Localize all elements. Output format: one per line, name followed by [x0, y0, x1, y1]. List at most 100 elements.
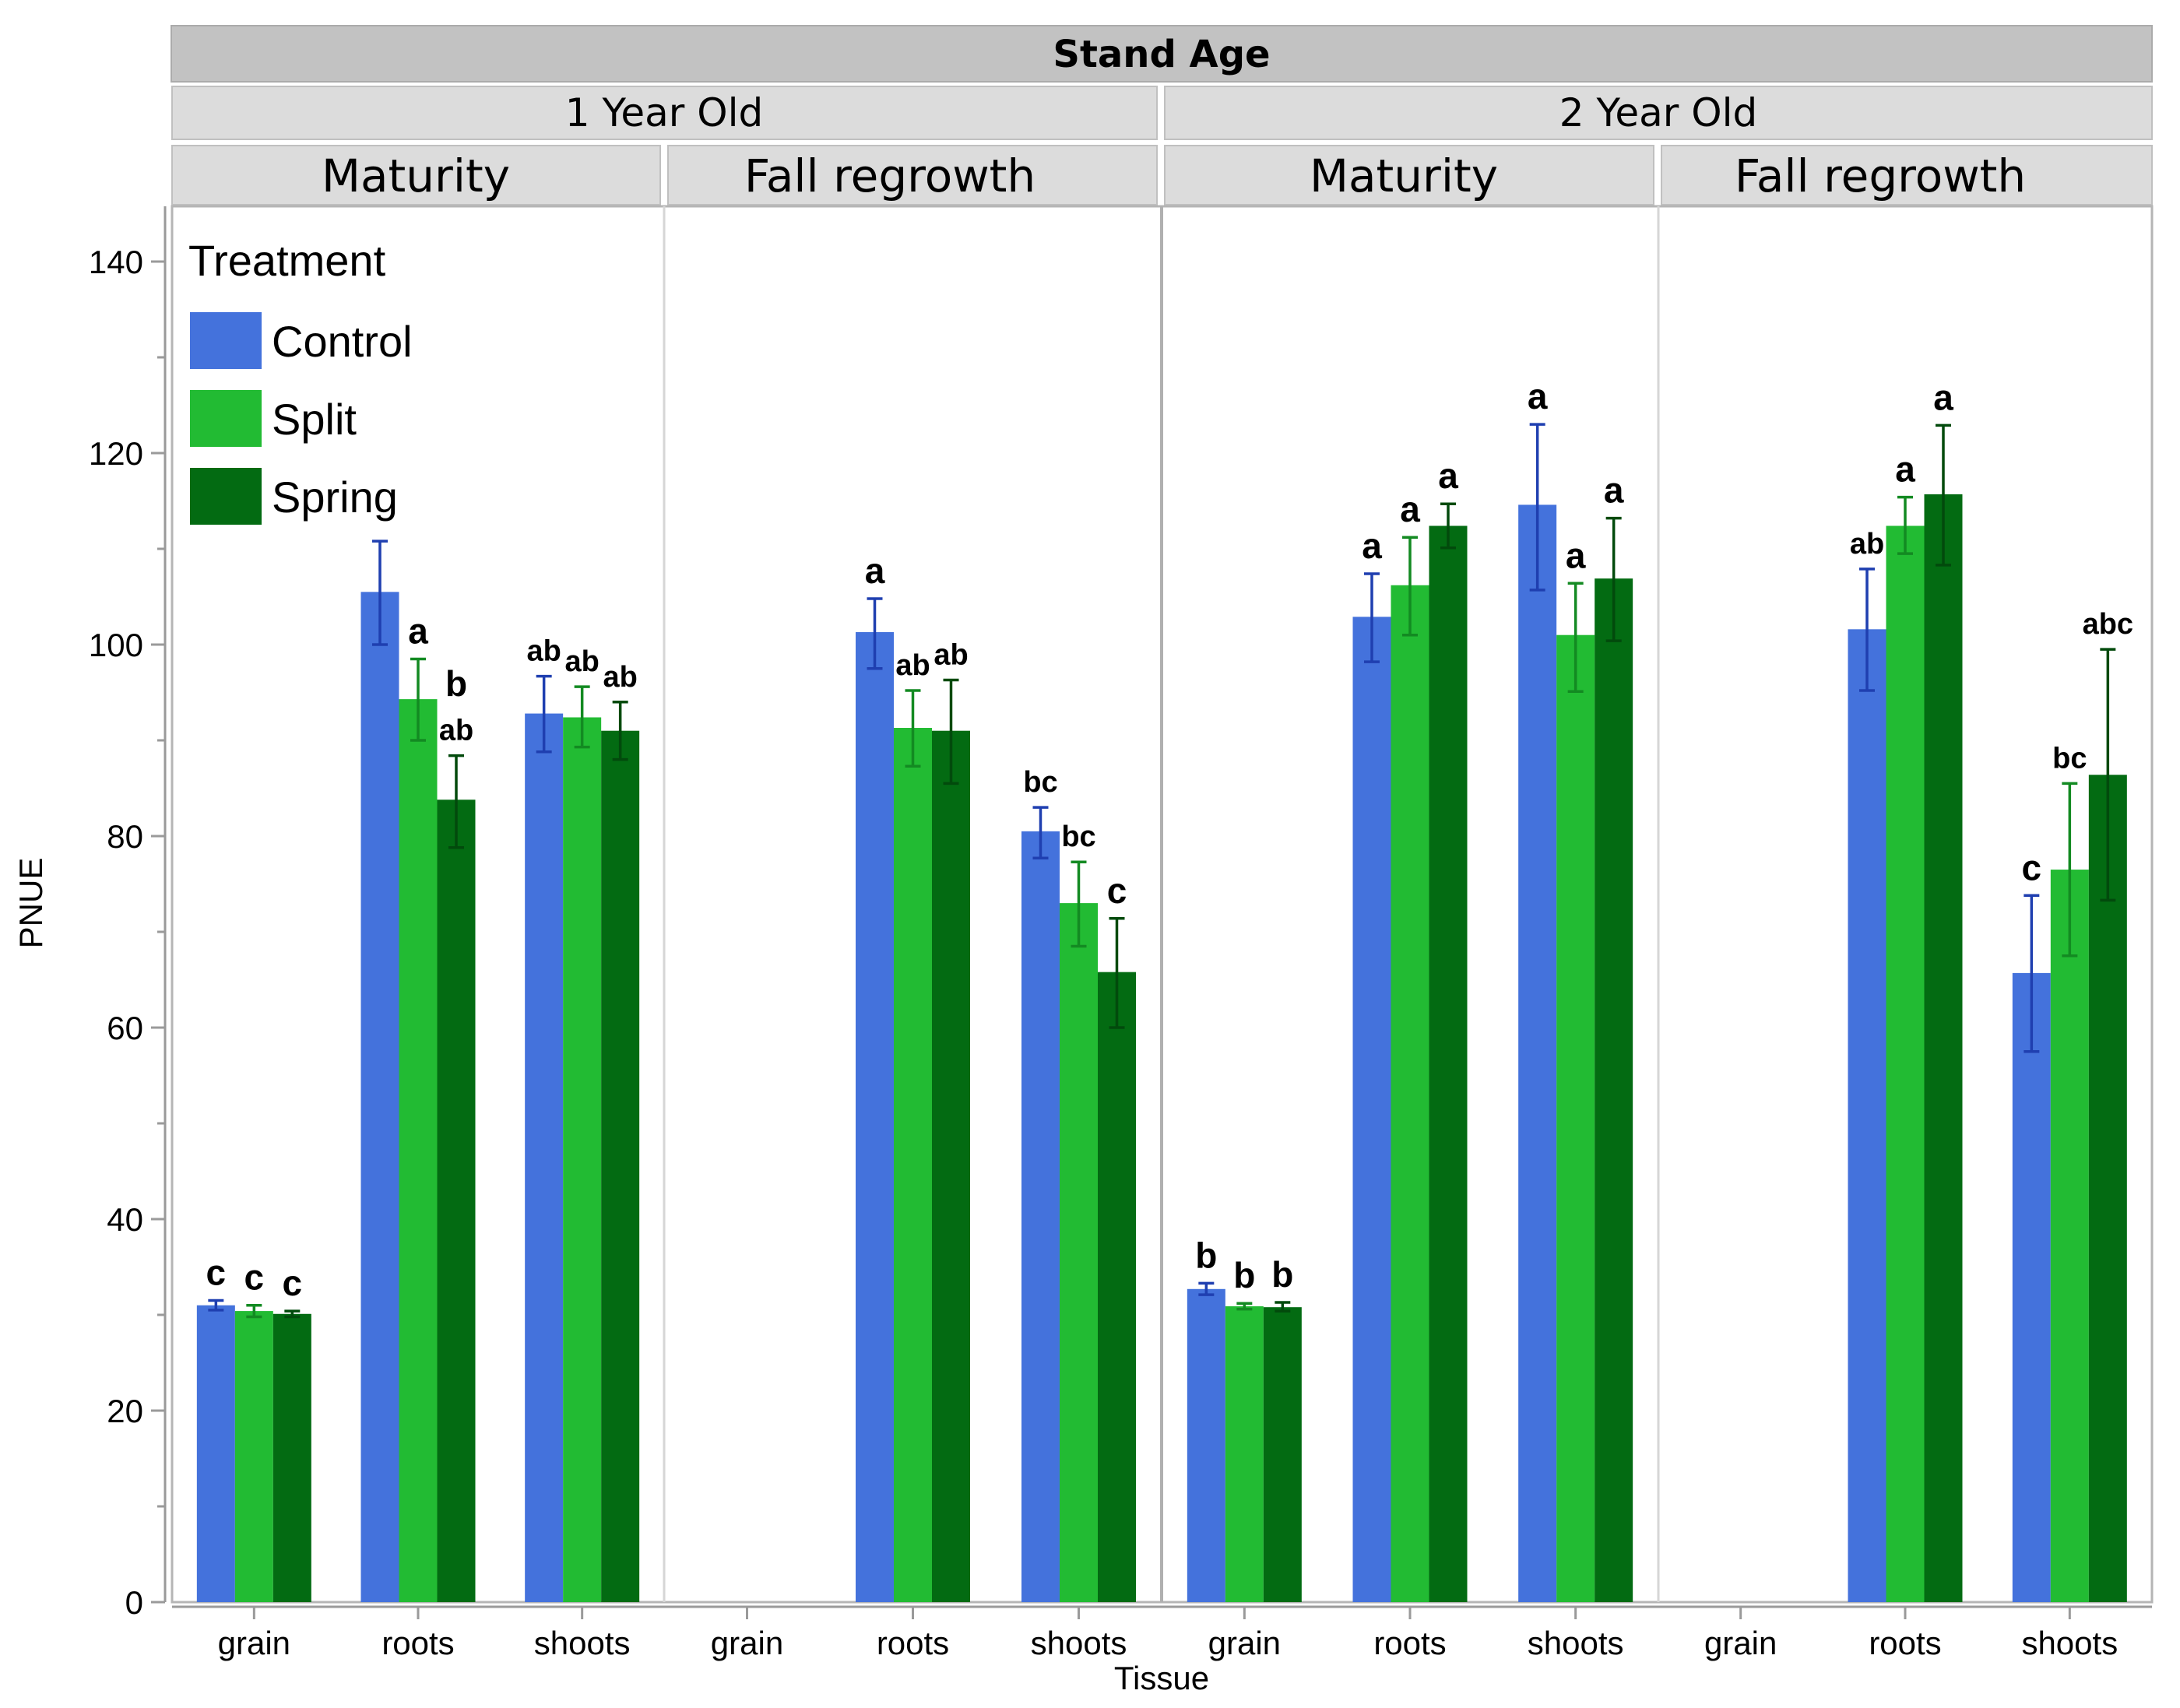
x-axis: grain roots shoots grain roots shoots grain roo…: [172, 1605, 2152, 1661]
significance-letter: c: [2022, 847, 2042, 887]
bar: [856, 632, 894, 1602]
bar: [437, 800, 476, 1602]
bar: [1556, 634, 1595, 1603]
bar: [196, 1305, 235, 1602]
bar: [2050, 870, 2089, 1602]
bar: [2088, 775, 2127, 1602]
bar: [1263, 1307, 1302, 1602]
legend-title: Treatment: [188, 236, 386, 285]
x-tick-label: grain: [1208, 1625, 1281, 1661]
significance-letter: a: [1528, 376, 1548, 416]
bar: [1098, 972, 1136, 1602]
bar: [1187, 1288, 1225, 1602]
bar: [1595, 578, 1633, 1602]
significance-letter: c: [1107, 870, 1127, 911]
stage-header-1-label: Maturity: [322, 149, 510, 202]
significance-letter: a: [1604, 470, 1624, 511]
bar: [234, 1311, 273, 1602]
bar: [894, 728, 932, 1602]
significance-letter: ab: [526, 635, 561, 668]
x-tick-label: shoots: [2021, 1625, 2118, 1661]
significance-letter: c: [283, 1263, 303, 1303]
significance-letter: b: [1233, 1255, 1255, 1295]
significance-letter: ab: [934, 639, 968, 672]
bar: [525, 713, 564, 1602]
significance-letter: ab: [603, 661, 637, 694]
significance-letter: a: [1400, 489, 1420, 529]
legend-label-split: Split: [272, 395, 357, 444]
significance-letter: ab: [439, 715, 473, 747]
significance-letter: ab: [895, 649, 930, 682]
bar: [563, 717, 602, 1602]
y-tick-label: 20: [107, 1393, 143, 1429]
significance-letter: bc: [2052, 742, 2087, 775]
y-tick-label: 0: [125, 1584, 143, 1621]
x-tick-label: roots: [1869, 1625, 1941, 1661]
stand-age-title: Stand Age: [1053, 33, 1270, 76]
bar: [1924, 494, 1963, 1602]
age-header-2: [1164, 86, 2153, 140]
y-tick-label: 60: [107, 1010, 143, 1046]
bar: [932, 730, 970, 1603]
significance-letter: a: [1566, 535, 1586, 575]
y-tick-label: 100: [89, 627, 143, 663]
x-tick-label: grain: [711, 1625, 783, 1661]
stage-header-2-label: Fall regrowth: [744, 149, 1036, 202]
stage-header-3-label: Maturity: [1310, 149, 1498, 202]
stage-header-4-label: Fall regrowth: [1735, 149, 2026, 202]
significance-letter: abc: [2083, 608, 2133, 641]
bar: [399, 699, 438, 1602]
y-tick-label: 80: [107, 818, 143, 855]
significance-letter: bc: [1023, 766, 1057, 799]
bar: [1391, 585, 1429, 1602]
x-tick-label: shoots: [1031, 1625, 1127, 1661]
legend: Treatment Control Split Spring: [188, 236, 413, 525]
bar: [1021, 831, 1060, 1602]
significance-letter: a: [408, 610, 428, 651]
bar: [1848, 629, 1886, 1602]
x-tick-label: roots: [877, 1625, 949, 1661]
bar: [601, 730, 640, 1603]
x-axis-title: Tissue: [1114, 1660, 1209, 1696]
significance-letter: bc: [1061, 821, 1095, 853]
significance-letter: b: [1195, 1235, 1217, 1275]
significance-letter: a: [1362, 525, 1382, 566]
bar: [1429, 525, 1468, 1602]
bar: [1060, 903, 1098, 1602]
legend-swatch-spring: [190, 468, 262, 525]
x-tick-label: roots: [1373, 1625, 1446, 1661]
significance-letter: ab: [564, 645, 599, 678]
bar: [272, 1313, 311, 1602]
bar: [360, 592, 399, 1602]
bar: [1886, 525, 1925, 1602]
legend-label-control: Control: [272, 317, 413, 366]
significance-letter: a: [1933, 377, 1953, 417]
x-tick-label: grain: [218, 1625, 290, 1661]
x-tick-label: shoots: [1528, 1625, 1624, 1661]
y-axis: 0 20 40 60 80 100 120 140: [89, 206, 167, 1621]
age-header-1-label: 1 Year Old: [565, 90, 763, 135]
bar: [1225, 1306, 1264, 1602]
stage-header-1: [171, 145, 661, 206]
bar: [1518, 504, 1557, 1603]
significance-letter: b: [445, 663, 467, 704]
x-tick-label: roots: [382, 1625, 454, 1661]
significance-letter: a: [1895, 449, 1915, 490]
bar: [2012, 972, 2051, 1602]
significance-letter: c: [244, 1257, 265, 1298]
y-tick-label: 140: [89, 244, 143, 280]
stage-header-4: [1661, 145, 2153, 206]
age-header-1: [171, 86, 1158, 140]
significance-letter: a: [1438, 455, 1458, 496]
y-tick-label: 120: [89, 435, 143, 472]
significance-letter: ab: [1850, 528, 1884, 561]
legend-swatch-split: [190, 390, 262, 447]
y-tick-label: 40: [107, 1201, 143, 1238]
age-header-2-label: 2 Year Old: [1559, 90, 1757, 135]
stage-header-3: [1164, 145, 1654, 206]
stage-header-2: [667, 145, 1158, 206]
significance-letter: b: [1271, 1254, 1293, 1295]
significance-letter: c: [206, 1253, 227, 1293]
